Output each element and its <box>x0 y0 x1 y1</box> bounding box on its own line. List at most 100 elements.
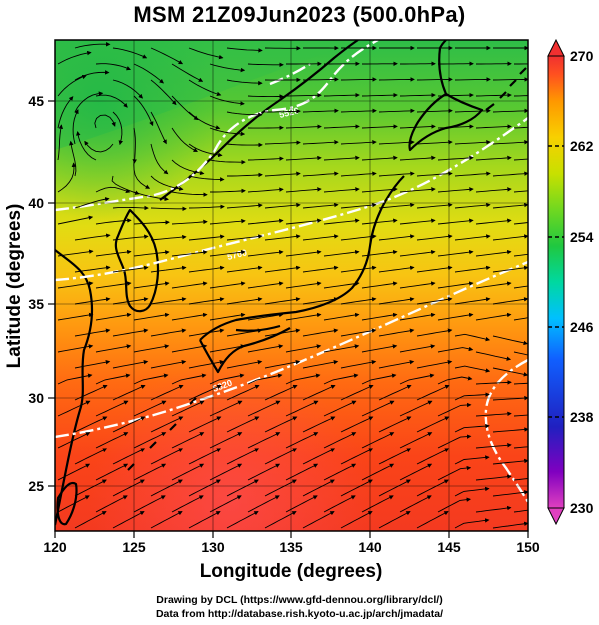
streamline-arrow <box>492 458 528 465</box>
streamline-arrow <box>95 186 131 194</box>
streamline-arrow <box>171 495 204 513</box>
streamline-arrow <box>454 423 490 433</box>
streamline-arrow <box>285 312 322 321</box>
streamline-arrow <box>323 281 360 289</box>
streamline-arrow <box>188 175 225 182</box>
streamline-arrow <box>188 416 222 433</box>
streamline-arrow <box>399 373 435 385</box>
streamline-arrow <box>302 77 339 82</box>
streamline-arrow <box>492 108 528 114</box>
streamline-arrow <box>361 432 395 449</box>
streamline-arrow <box>226 203 263 209</box>
streamline-arrow <box>95 432 129 449</box>
streamline-arrow <box>454 202 491 209</box>
streamline-arrow <box>302 448 336 465</box>
streamline-arrow <box>188 47 224 60</box>
streamline-arrow <box>57 432 91 449</box>
streamline-arrow <box>323 344 360 353</box>
streamline-arrow <box>57 74 87 97</box>
streamline-arrow <box>133 312 170 321</box>
streamline-arrow <box>378 297 415 305</box>
streamline-arrow <box>513 414 528 417</box>
streamline-arrow <box>74 265 111 273</box>
streamline-arrow <box>112 359 149 369</box>
streamline-arrow <box>171 219 208 225</box>
y-tick-label: 25 <box>28 478 44 494</box>
streamline-arrow <box>57 463 91 481</box>
streamline-arrow <box>95 344 132 353</box>
streamline-arrow <box>340 416 374 433</box>
streamline-arrow <box>112 416 146 433</box>
streamline-arrow <box>302 479 335 497</box>
streamline-arrow <box>454 365 491 373</box>
streamline-arrow <box>74 297 111 305</box>
streamline-arrow <box>399 218 436 225</box>
streamline-arrow <box>437 312 474 321</box>
streamline-arrow <box>57 400 91 417</box>
streamline-arrow <box>95 400 129 417</box>
streamline-arrow <box>399 187 436 193</box>
streamline-arrow <box>226 416 260 433</box>
streamline-arrow <box>492 77 528 82</box>
streamline-arrow <box>492 367 528 377</box>
credit-line-data: Data from http://database.rish.kyoto-u.a… <box>155 608 444 620</box>
streamline-arrow <box>150 175 184 191</box>
streamline-arrow <box>150 479 183 497</box>
streamline-arrow <box>361 218 398 225</box>
y-tick-label: 40 <box>28 195 44 211</box>
streamline-arrow <box>323 495 356 513</box>
streamline-arrow <box>399 432 433 449</box>
streamline-arrow <box>513 446 528 449</box>
streamline-arrow <box>209 344 246 353</box>
streamline-arrow <box>133 250 170 257</box>
streamline-arrow <box>437 218 474 225</box>
streamline-arrow <box>112 79 144 99</box>
streamline-arrow <box>57 249 94 257</box>
streamline-arrow <box>112 448 146 465</box>
credit-line-drawing: Drawing by DCL (https://www.gfd-dennou.o… <box>156 594 443 606</box>
streamline-arrow <box>323 463 357 481</box>
streamline-arrow <box>150 328 187 337</box>
colorbar-tick: 254 <box>570 229 594 245</box>
streamline-arrow <box>133 344 170 353</box>
streamline-arrow <box>209 495 242 513</box>
streamline-arrow <box>57 124 64 161</box>
streamline-arrow <box>171 400 205 417</box>
streamline-arrow <box>171 159 205 176</box>
streamline-arrow <box>302 359 339 369</box>
colorbar-tick: 262 <box>570 138 594 154</box>
streamline-arrow <box>188 448 222 465</box>
streamline-arrow <box>302 171 339 177</box>
streamline-arrow <box>361 92 398 98</box>
streamline-arrow <box>171 191 208 197</box>
streamline-arrow <box>513 285 528 289</box>
streamline-arrow <box>74 359 111 369</box>
streamline-arrow <box>76 131 97 161</box>
streamline-arrow <box>74 479 107 497</box>
streamline-arrow <box>57 373 93 385</box>
streamline-arrow <box>302 234 339 241</box>
streamline-arrow <box>454 171 491 177</box>
streamline-arrow <box>247 400 281 417</box>
streamline-arrow <box>226 479 259 497</box>
streamline-arrow <box>57 495 90 513</box>
streamline-arrow <box>57 215 94 225</box>
streamline-arrow <box>74 91 104 113</box>
streamline-arrow <box>112 47 148 59</box>
streamline-arrow <box>492 234 528 241</box>
streamline-arrow <box>454 486 490 497</box>
streamline-arrow <box>264 202 301 209</box>
streamline-arrow <box>112 297 149 305</box>
streamline-arrow <box>133 463 167 481</box>
streamline-arrow <box>437 124 474 129</box>
streamline-arrow <box>475 187 512 193</box>
streamline-arrow <box>513 382 528 385</box>
streamline-arrow <box>209 400 243 417</box>
streamline-arrow <box>513 190 528 193</box>
streamline-arrow <box>416 511 449 529</box>
streamline-arrow <box>399 463 433 481</box>
colorbar-tick: 246 <box>570 319 594 335</box>
streamline-arrow <box>188 265 225 273</box>
streamline-arrow <box>74 70 110 81</box>
streamline-arrow <box>378 511 411 529</box>
